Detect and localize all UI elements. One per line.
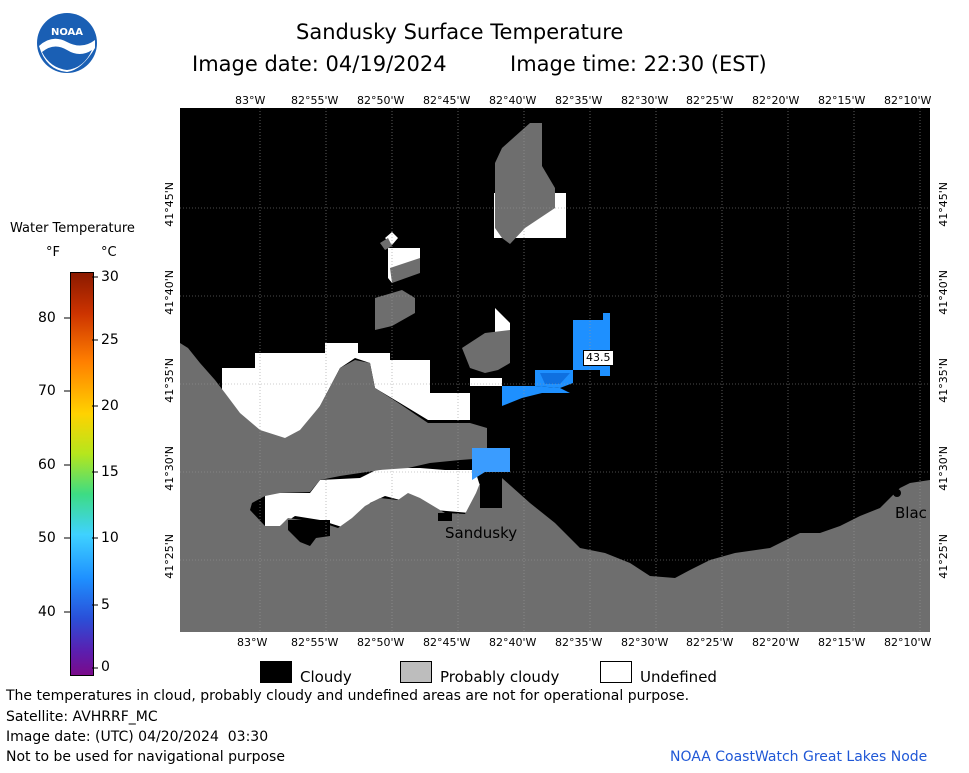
- lon-label-top: 83°W: [235, 94, 266, 107]
- lon-label-bottom: 82°30'W: [621, 636, 669, 649]
- probably-cloudy-areas: [180, 123, 930, 632]
- lat-label-left: 41°40'N: [163, 270, 176, 315]
- lat-label-left: 41°25'N: [163, 534, 176, 579]
- c-tick-label: 20: [101, 398, 119, 414]
- lon-label-top: 82°35'W: [555, 94, 603, 107]
- colorbar-unit-c: °C: [101, 245, 117, 260]
- lon-label-bottom: 82°10'W: [884, 636, 932, 649]
- lon-label-top: 82°30'W: [621, 94, 669, 107]
- city-label-sandusky: Sandusky: [445, 524, 518, 542]
- c-tick-label: 25: [101, 332, 119, 348]
- footer-nav-warning: Not to be used for navigational purpose: [6, 749, 285, 765]
- lat-label-right: 41°25'N: [937, 534, 950, 579]
- lon-label-bottom: 82°15'W: [818, 636, 866, 649]
- lon-label-bottom: 82°25'W: [686, 636, 734, 649]
- c-tick-label: 5: [101, 597, 110, 613]
- lat-label-left: 41°35'N: [163, 358, 176, 403]
- legend-swatch-cloudy: [260, 661, 292, 683]
- colorbar-title: Water Temperature: [10, 221, 135, 236]
- lon-label-top: 82°10'W: [884, 94, 932, 107]
- lon-label-bottom: 82°45'W: [423, 636, 471, 649]
- lat-label-right: 41°45'N: [937, 182, 950, 227]
- colorbar: [70, 272, 94, 676]
- map-canvas: [180, 108, 930, 632]
- colorbar-ticks: [64, 276, 98, 669]
- cloudy-patches: [288, 470, 502, 546]
- f-tick-label: 50: [38, 530, 56, 546]
- legend-swatch-undefined: [600, 661, 632, 683]
- legend-label-undefined: Undefined: [640, 668, 717, 686]
- page-title: Sandusky Surface Temperature: [296, 20, 624, 44]
- c-tick-label: 0: [101, 659, 110, 675]
- logo-text: NOAA: [51, 27, 83, 38]
- lon-label-bottom: 82°35'W: [555, 636, 603, 649]
- lon-label-bottom: 82°55'W: [291, 636, 339, 649]
- lon-label-bottom: 83°W: [237, 636, 268, 649]
- lon-label-top: 82°40'W: [489, 94, 537, 107]
- lat-label-left: 41°45'N: [163, 182, 176, 227]
- lat-label-left: 41°30'N: [163, 446, 176, 491]
- lon-label-bottom: 82°20'W: [752, 636, 800, 649]
- city-label-partial: Blac: [895, 504, 927, 522]
- c-tick-label: 30: [101, 269, 119, 285]
- footer-note: The temperatures in cloud, probably clou…: [6, 688, 690, 704]
- legend-swatch-probably-cloudy: [400, 661, 432, 683]
- f-tick-label: 80: [38, 310, 56, 326]
- footer-satellite: Satellite: AVHRRF_MC: [6, 709, 158, 725]
- map-frame: 43.5 Sandusky Blac: [180, 108, 930, 632]
- lon-label-top: 82°15'W: [818, 94, 866, 107]
- footer-credit: NOAA CoastWatch Great Lakes Node: [670, 749, 928, 765]
- image-date: Image date: 04/19/2024: [192, 52, 447, 76]
- image-time: Image time: 22:30 (EST): [510, 52, 767, 76]
- city-marker: [893, 489, 901, 497]
- lon-label-bottom: 82°50'W: [357, 636, 405, 649]
- lon-label-bottom: 82°40'W: [489, 636, 537, 649]
- lon-label-top: 82°55'W: [291, 94, 339, 107]
- legend-label-probably-cloudy: Probably cloudy: [440, 668, 560, 686]
- graticule: [180, 108, 930, 632]
- f-tick-label: 40: [38, 604, 56, 620]
- lat-label-right: 41°30'N: [937, 446, 950, 491]
- noaa-logo: NOAA: [36, 12, 98, 74]
- lon-label-top: 82°45'W: [423, 94, 471, 107]
- f-tick-label: 60: [38, 457, 56, 473]
- lon-label-top: 82°25'W: [686, 94, 734, 107]
- f-tick-label: 70: [38, 383, 56, 399]
- c-tick-label: 15: [101, 464, 119, 480]
- legend-label-cloudy: Cloudy: [300, 668, 352, 686]
- lat-label-right: 41°35'N: [937, 358, 950, 403]
- lon-label-top: 82°20'W: [752, 94, 800, 107]
- lon-label-top: 82°50'W: [357, 94, 405, 107]
- c-tick-label: 10: [101, 530, 119, 546]
- footer-utc-date: Image date: (UTC) 04/20/2024 03:30: [6, 729, 269, 745]
- lat-label-right: 41°40'N: [937, 270, 950, 315]
- colorbar-unit-f: °F: [46, 245, 60, 260]
- temperature-label: 43.5: [583, 350, 614, 366]
